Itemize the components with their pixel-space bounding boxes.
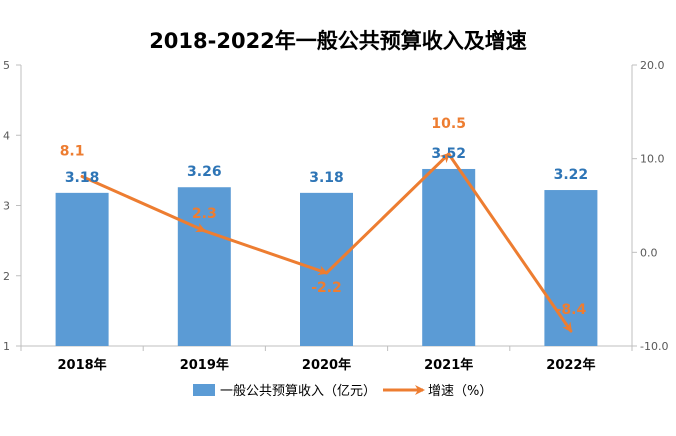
bar-2020年 (300, 192, 353, 346)
right-tick-label: 10.0 (640, 153, 665, 166)
x-category-label: 2019年 (180, 357, 229, 373)
right-tick-label: 20.0 (640, 59, 665, 72)
bar-2018年 (55, 192, 109, 346)
chart-title: 2018-2022年一般公共预算收入及增速 (149, 29, 527, 53)
right-tick-label: -10.0 (640, 340, 668, 353)
bar-value-label: 3.26 (187, 164, 222, 180)
x-category-label: 2018年 (58, 357, 107, 373)
left-tick-label: 4 (3, 129, 10, 142)
x-category-label: 2020年 (302, 357, 351, 373)
left-tick-label: 1 (3, 340, 10, 353)
legend: 一般公共预算收入（亿元） 增速（%） (193, 383, 492, 399)
growth-line-segment (80, 174, 207, 233)
left-tick-label: 5 (3, 59, 10, 72)
line-value-label: -2.2 (311, 280, 342, 296)
x-category-label: 2022年 (546, 357, 595, 373)
axes-group: 1 2 3 4 5 -10.0 0.0 10.0 20.0 2018年 2019年 2020年 2021… (3, 59, 668, 373)
left-tick-label: 2 (3, 270, 10, 283)
line-value-label: 8.1 (60, 143, 85, 159)
growth-line-segment (325, 152, 451, 275)
line-value-label: -8.4 (556, 302, 587, 318)
bar-2019年 (177, 187, 231, 346)
legend-bar-label: 一般公共预算收入（亿元） (220, 383, 376, 399)
growth-line-segment (447, 152, 573, 333)
x-category-label: 2021年 (424, 357, 473, 373)
left-tick-label: 3 (3, 200, 10, 213)
bar-value-label: 3.18 (65, 170, 100, 186)
bar-value-label: 3.52 (431, 146, 466, 162)
line-group (80, 152, 573, 333)
growth-line-segment (202, 229, 329, 276)
bar-2022年 (544, 190, 598, 346)
line-value-label: 10.5 (431, 116, 466, 132)
bar-2021年 (422, 168, 476, 346)
labels-group: 3.18 3.26 3.18 3.52 3.22 8.1 2.3 -2.2 10.5 -8.4 (60, 116, 588, 318)
bars-group (55, 168, 598, 346)
right-tick-label: 0.0 (640, 246, 658, 259)
bar-value-label: 3.18 (309, 170, 344, 186)
legend-line-label: 增速（%） (428, 384, 492, 399)
line-value-label: 2.3 (192, 206, 217, 222)
bar-value-label: 3.22 (554, 167, 589, 183)
legend-bar-swatch (193, 384, 215, 396)
